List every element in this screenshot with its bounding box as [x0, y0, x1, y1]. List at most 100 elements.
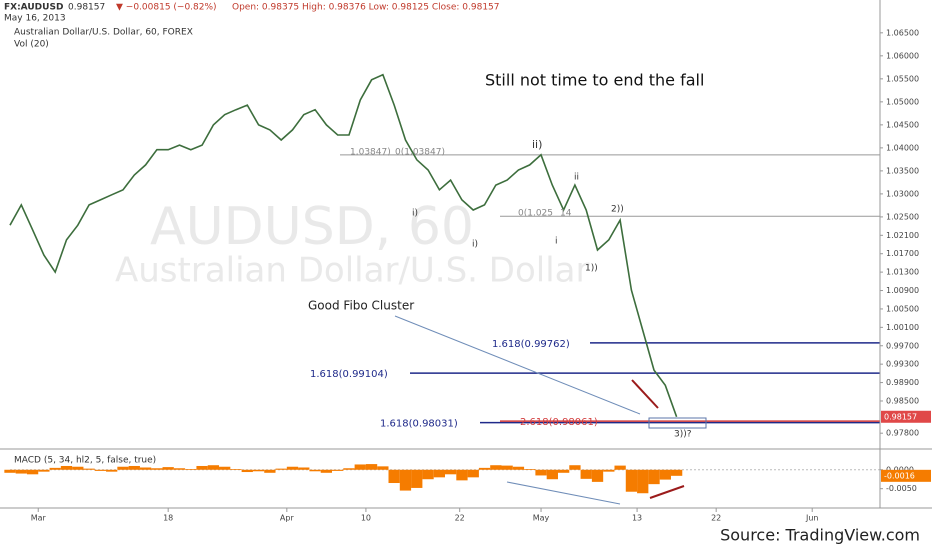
- y-tick-label: 1.05000: [886, 97, 919, 106]
- macd-bar: [241, 469, 253, 473]
- level-label: 2.618(0.98061): [520, 417, 598, 428]
- macd-bar: [151, 468, 163, 470]
- macd-bar: [173, 468, 186, 470]
- macd-bar: [659, 469, 671, 480]
- wave-label: i: [555, 237, 558, 247]
- macd-bar: [614, 465, 626, 470]
- x-tick-label: 22: [711, 514, 721, 523]
- macd-bar: [354, 464, 366, 470]
- ohlc: Open: 0.98375 High: 0.98376 Low: 0.98125…: [232, 3, 500, 13]
- macd-bar: [264, 469, 276, 473]
- y-tick-label: 1.02100: [886, 231, 919, 240]
- wave-label: 3))?: [674, 430, 692, 440]
- price-tag-label: 0.98157: [884, 412, 917, 421]
- wave-label: i): [472, 240, 478, 250]
- macd-bar: [230, 469, 242, 470]
- macd-bar: [524, 469, 536, 470]
- fib-label: 1.03847): [350, 148, 391, 158]
- target-box: [648, 417, 707, 429]
- level-label: 1.618(0.99104): [310, 369, 388, 380]
- arrow: [394, 315, 641, 415]
- macd-bar: [185, 469, 197, 470]
- y-tick-label: 1.00900: [886, 286, 919, 295]
- macd-bar: [207, 465, 220, 470]
- macd-bar: [49, 467, 61, 470]
- macd-bar: [252, 469, 265, 472]
- macd-bar: [162, 467, 174, 470]
- y-tick-label: 1.04500: [886, 120, 919, 129]
- watermark: Australian Dollar/U.S. Dollar: [115, 251, 589, 291]
- y-tick-label: 0.99300: [886, 360, 919, 369]
- arrow: [649, 485, 685, 499]
- macd-title: MACD (5, 34, hl2, 5, false, true): [14, 456, 156, 466]
- x-tick-label: Jun: [805, 514, 819, 523]
- macd-bar: [512, 466, 525, 470]
- macd-bar: [445, 469, 457, 475]
- y-tick-label: 0.98900: [886, 378, 919, 387]
- y-tick-label: 1.06000: [886, 51, 919, 60]
- subtitle: Australian Dollar/U.S. Dollar, 60, FOREX: [14, 28, 193, 38]
- macd-bar: [4, 469, 16, 473]
- y-tick-label: -0.0050: [886, 484, 917, 493]
- arrow: [631, 379, 659, 409]
- wave-label: ii): [532, 138, 542, 151]
- symbol: FX:AUDUSD: [4, 3, 63, 13]
- fib-label: 14: [560, 209, 572, 219]
- change: ▼ −0.00815 (−0.82%): [116, 3, 217, 13]
- price-tag: [881, 410, 931, 423]
- macd-bar: [591, 469, 604, 482]
- macd-bar: [60, 465, 73, 470]
- price-line: [9, 73, 678, 418]
- macd-bar: [286, 466, 299, 470]
- y-tick-label: 1.04000: [886, 143, 919, 152]
- macd-bar: [332, 469, 344, 471]
- macd-bar: [557, 469, 570, 473]
- macd-bar: [298, 467, 310, 470]
- vol-label: Vol (20): [14, 40, 49, 50]
- macd-bar: [456, 469, 468, 481]
- macd-bar: [15, 469, 27, 474]
- y-tick-label: 1.03000: [886, 189, 919, 198]
- macd-bar: [94, 469, 107, 471]
- y-tick-label: 1.02500: [886, 212, 919, 221]
- wave-label: 2)): [611, 205, 624, 215]
- macd-bar: [365, 464, 378, 470]
- plot: 1.618(0.99762) 1.618(0.99104) 1.618(0.9803…: [4, 73, 880, 494]
- x-tick-label: 22: [455, 514, 465, 523]
- macd-bar: [219, 466, 231, 470]
- macd-bar: [501, 465, 513, 470]
- macd-bar: [72, 466, 84, 470]
- x-tick-label: May: [533, 514, 550, 523]
- headline: Still not time to end the fall: [485, 71, 704, 90]
- date: May 16, 2013: [4, 14, 66, 24]
- macd-bar: [670, 469, 683, 476]
- y-tick-label: 0.0000: [886, 465, 914, 474]
- level-label: 1.618(0.99762): [492, 339, 570, 350]
- macd-bar: [433, 469, 445, 478]
- macd-bar: [399, 469, 412, 491]
- y-tick-label: 1.01700: [886, 249, 919, 258]
- x-tick-label: Mar: [31, 514, 47, 523]
- macd-bar: [546, 469, 558, 480]
- macd-bar: [535, 469, 547, 476]
- macd-bar: [139, 467, 152, 470]
- x-tick-label: 18: [163, 514, 173, 523]
- wave-label: ii: [574, 173, 579, 183]
- macd-bar: [603, 469, 615, 472]
- y-tick-label: 0.97800: [886, 429, 919, 438]
- macd-tag: [881, 469, 931, 482]
- macd-bar: [388, 469, 400, 484]
- macd-bar: [467, 469, 479, 478]
- wave-label: 1)): [585, 264, 598, 274]
- macd-bar: [569, 465, 581, 470]
- macd-bar: [343, 468, 355, 470]
- y-tick-label: 1.06500: [886, 28, 919, 37]
- arrow: [506, 481, 621, 505]
- x-tick-label: 10: [361, 514, 371, 523]
- macd-bar: [196, 465, 208, 470]
- macd-bar: [625, 469, 638, 492]
- macd-bar: [490, 465, 502, 470]
- macd-bar: [26, 469, 39, 475]
- wave-label: i): [412, 209, 418, 219]
